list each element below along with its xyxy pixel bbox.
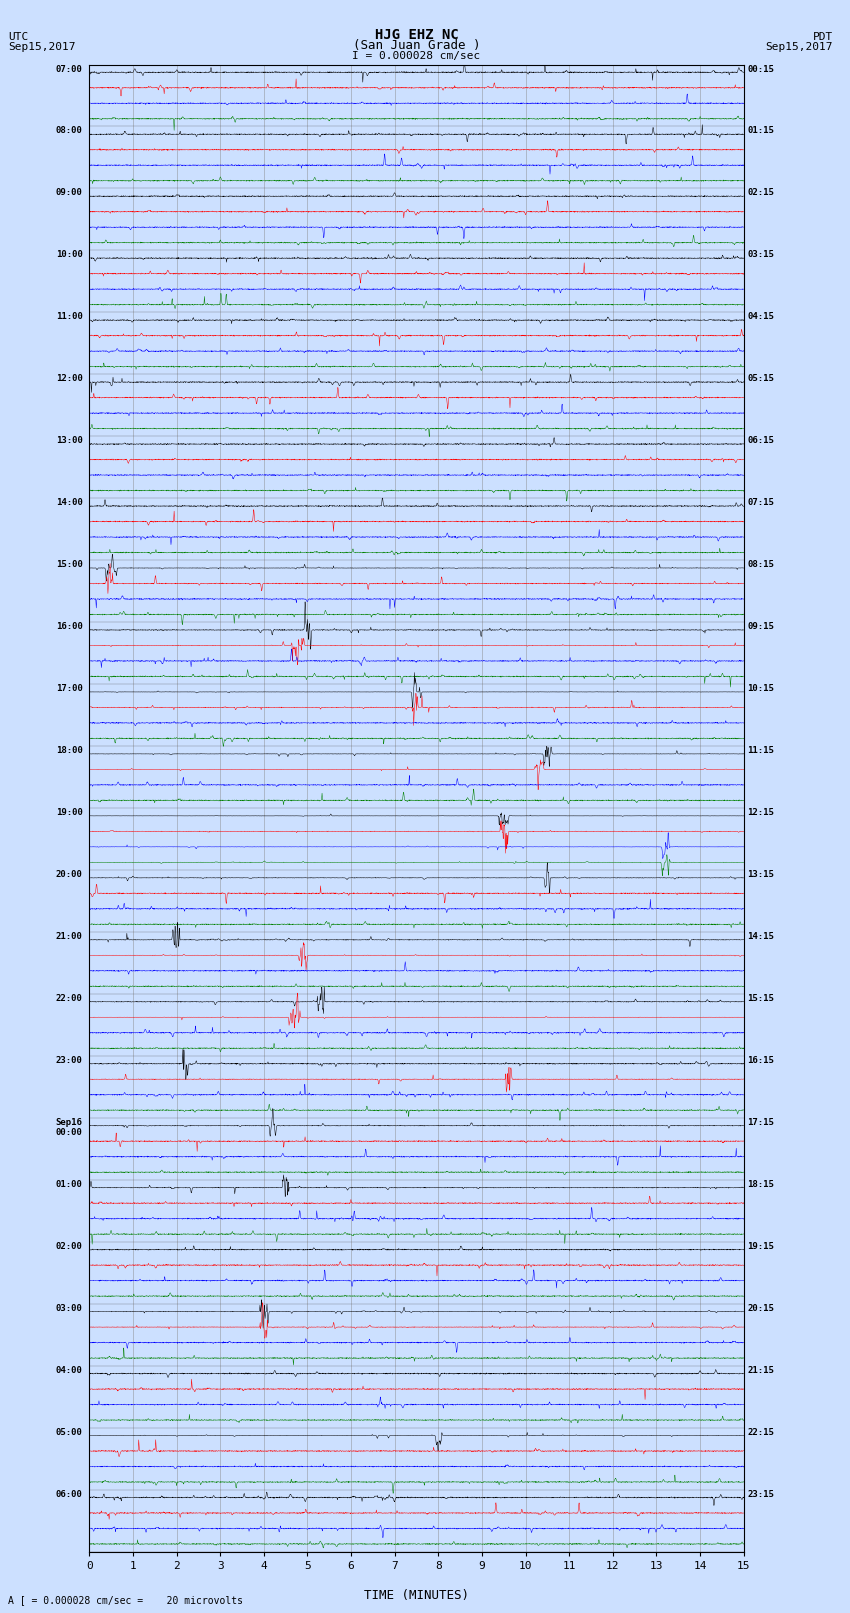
Text: 16:15: 16:15	[747, 1057, 774, 1065]
Text: Sep16
00:00: Sep16 00:00	[56, 1118, 82, 1137]
Text: 19:00: 19:00	[56, 808, 82, 818]
Text: 14:00: 14:00	[56, 498, 82, 506]
Text: 21:00: 21:00	[56, 932, 82, 940]
Text: 01:00: 01:00	[56, 1181, 82, 1189]
Text: 05:00: 05:00	[56, 1428, 82, 1437]
Text: 06:00: 06:00	[56, 1490, 82, 1498]
Text: 07:00: 07:00	[56, 65, 82, 74]
Text: 08:15: 08:15	[747, 560, 774, 569]
Text: 18:15: 18:15	[747, 1181, 774, 1189]
Text: 22:15: 22:15	[747, 1428, 774, 1437]
Text: (San Juan Grade ): (San Juan Grade )	[353, 39, 480, 52]
Text: 13:15: 13:15	[747, 869, 774, 879]
Text: 09:00: 09:00	[56, 189, 82, 197]
Text: 09:15: 09:15	[747, 623, 774, 631]
Text: 17:00: 17:00	[56, 684, 82, 694]
Text: 15:00: 15:00	[56, 560, 82, 569]
Text: 08:00: 08:00	[56, 126, 82, 135]
Text: 01:15: 01:15	[747, 126, 774, 135]
Text: 20:15: 20:15	[747, 1303, 774, 1313]
Text: 02:15: 02:15	[747, 189, 774, 197]
X-axis label: TIME (MINUTES): TIME (MINUTES)	[364, 1589, 469, 1602]
Text: Sep15,2017: Sep15,2017	[8, 42, 76, 52]
Text: 11:00: 11:00	[56, 313, 82, 321]
Text: 17:15: 17:15	[747, 1118, 774, 1127]
Text: 18:00: 18:00	[56, 747, 82, 755]
Text: Sep15,2017: Sep15,2017	[766, 42, 833, 52]
Text: 07:15: 07:15	[747, 498, 774, 506]
Text: A [ = 0.000028 cm/sec =    20 microvolts: A [ = 0.000028 cm/sec = 20 microvolts	[8, 1595, 243, 1605]
Text: 03:00: 03:00	[56, 1303, 82, 1313]
Text: 13:00: 13:00	[56, 436, 82, 445]
Text: 21:15: 21:15	[747, 1366, 774, 1374]
Text: 19:15: 19:15	[747, 1242, 774, 1250]
Text: PDT: PDT	[813, 32, 833, 42]
Text: 22:00: 22:00	[56, 994, 82, 1003]
Text: 14:15: 14:15	[747, 932, 774, 940]
Text: 11:15: 11:15	[747, 747, 774, 755]
Text: 05:15: 05:15	[747, 374, 774, 384]
Text: 20:00: 20:00	[56, 869, 82, 879]
Text: 23:15: 23:15	[747, 1490, 774, 1498]
Text: 04:00: 04:00	[56, 1366, 82, 1374]
Text: 10:00: 10:00	[56, 250, 82, 260]
Text: HJG EHZ NC: HJG EHZ NC	[375, 27, 458, 42]
Text: UTC: UTC	[8, 32, 29, 42]
Text: 16:00: 16:00	[56, 623, 82, 631]
Text: 02:00: 02:00	[56, 1242, 82, 1250]
Text: 12:15: 12:15	[747, 808, 774, 818]
Text: 00:15: 00:15	[747, 65, 774, 74]
Text: I = 0.000028 cm/sec: I = 0.000028 cm/sec	[353, 52, 480, 61]
Text: 15:15: 15:15	[747, 994, 774, 1003]
Text: 04:15: 04:15	[747, 313, 774, 321]
Text: 03:15: 03:15	[747, 250, 774, 260]
Text: 23:00: 23:00	[56, 1057, 82, 1065]
Text: 12:00: 12:00	[56, 374, 82, 384]
Text: 10:15: 10:15	[747, 684, 774, 694]
Text: 06:15: 06:15	[747, 436, 774, 445]
